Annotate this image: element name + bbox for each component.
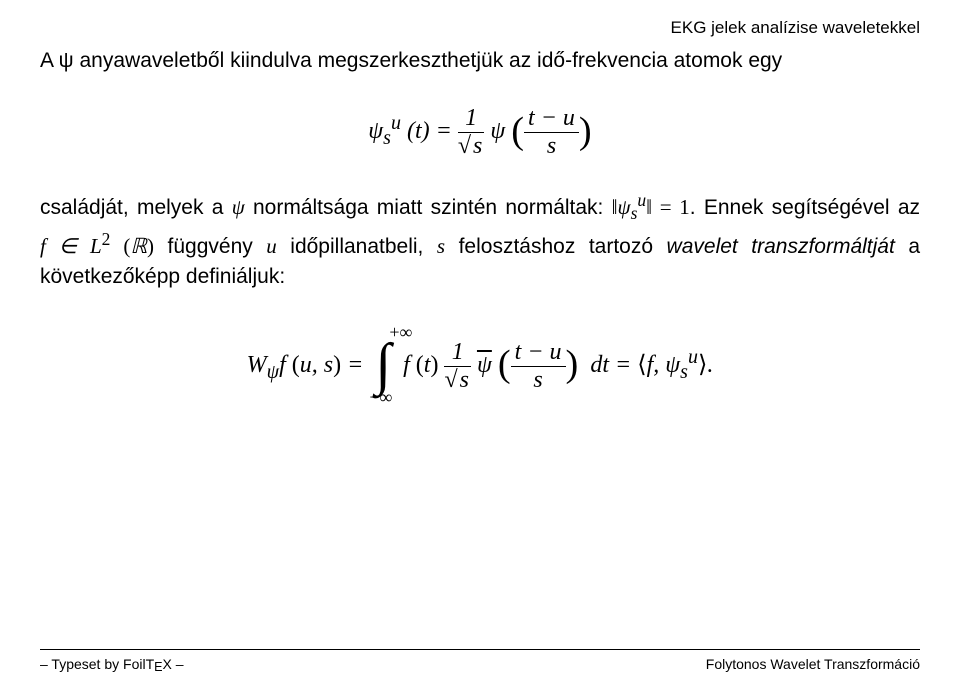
formula-wavelet-transform: Wψf (u, s) = +∞∫−∞ f (t) 1√s ψ (t − us) …: [40, 338, 920, 394]
formula-atom-definition: ψsu (t) = 1√s ψ (t − us): [40, 104, 920, 160]
intro-paragraph-1: A ψ anyawaveletből kiindulva megszerkesz…: [40, 46, 920, 76]
footer-right: Folytonos Wavelet Transzformáció: [706, 656, 920, 672]
intro-paragraph-2: családját, melyek a ψ normáltsága miatt …: [40, 188, 920, 292]
footer: – Typeset by FoilTEX – Folytonos Wavelet…: [40, 649, 920, 672]
footer-left: – Typeset by FoilTEX –: [40, 656, 184, 672]
running-header: EKG jelek analízise waveletekkel: [40, 18, 920, 38]
